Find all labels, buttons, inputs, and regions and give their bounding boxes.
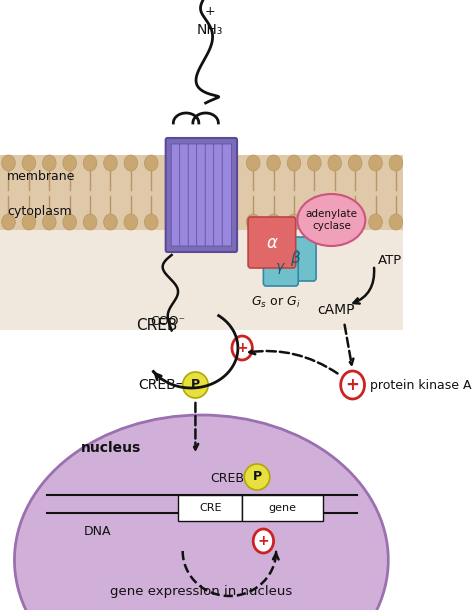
FancyBboxPatch shape	[214, 144, 223, 246]
Circle shape	[287, 155, 301, 171]
FancyBboxPatch shape	[197, 144, 206, 246]
FancyBboxPatch shape	[171, 144, 181, 246]
Text: COO⁻: COO⁻	[150, 315, 185, 328]
FancyBboxPatch shape	[180, 144, 189, 246]
Circle shape	[341, 371, 365, 399]
FancyBboxPatch shape	[275, 237, 316, 281]
Circle shape	[267, 155, 281, 171]
Text: cytoplasm: cytoplasm	[7, 206, 72, 218]
Circle shape	[267, 214, 281, 230]
Text: cAMP: cAMP	[317, 303, 355, 317]
Text: CREB: CREB	[137, 317, 178, 332]
Circle shape	[104, 155, 117, 171]
Text: DNA: DNA	[84, 525, 111, 538]
Circle shape	[253, 529, 273, 553]
Circle shape	[2, 214, 15, 230]
Circle shape	[43, 155, 56, 171]
Text: gene expression in nucleus: gene expression in nucleus	[110, 585, 292, 598]
Text: membrane: membrane	[7, 171, 75, 184]
Circle shape	[369, 214, 383, 230]
Ellipse shape	[244, 464, 270, 490]
FancyBboxPatch shape	[248, 217, 296, 268]
Circle shape	[369, 155, 383, 171]
Text: CREB: CREB	[138, 378, 176, 392]
Text: nucleus: nucleus	[81, 441, 141, 455]
Circle shape	[246, 214, 260, 230]
Circle shape	[348, 155, 362, 171]
Circle shape	[83, 155, 97, 171]
Text: +: +	[346, 376, 360, 394]
Bar	[0, 155, 403, 230]
Circle shape	[22, 214, 36, 230]
Text: $\beta$: $\beta$	[290, 249, 301, 268]
Text: $\alpha$: $\alpha$	[265, 234, 278, 251]
Circle shape	[287, 214, 301, 230]
Text: ATP: ATP	[378, 254, 402, 267]
Text: +: +	[205, 5, 215, 18]
Text: protein kinase A: protein kinase A	[370, 378, 471, 392]
FancyBboxPatch shape	[222, 144, 231, 246]
Text: CREB: CREB	[210, 472, 244, 485]
Ellipse shape	[14, 415, 388, 610]
Circle shape	[389, 155, 403, 171]
Circle shape	[246, 155, 260, 171]
Text: P: P	[253, 470, 262, 484]
Circle shape	[328, 155, 342, 171]
Circle shape	[145, 155, 158, 171]
Circle shape	[83, 214, 97, 230]
Circle shape	[43, 214, 56, 230]
Text: P: P	[191, 378, 200, 392]
FancyBboxPatch shape	[264, 250, 298, 286]
Bar	[178, 495, 242, 521]
Circle shape	[145, 214, 158, 230]
Text: NH₃: NH₃	[197, 23, 223, 37]
Circle shape	[389, 214, 403, 230]
Circle shape	[328, 214, 342, 230]
Ellipse shape	[182, 372, 208, 398]
Circle shape	[22, 155, 36, 171]
Circle shape	[308, 214, 321, 230]
Circle shape	[308, 155, 321, 171]
Text: CRE: CRE	[199, 503, 221, 513]
Circle shape	[232, 336, 252, 360]
Text: $\gamma$: $\gamma$	[275, 260, 286, 276]
Circle shape	[124, 214, 137, 230]
Bar	[242, 495, 323, 521]
Circle shape	[63, 155, 76, 171]
FancyBboxPatch shape	[205, 144, 215, 246]
Text: adenylate
cyclase: adenylate cyclase	[305, 209, 357, 231]
Circle shape	[348, 214, 362, 230]
Text: +: +	[257, 534, 269, 548]
Ellipse shape	[297, 194, 365, 246]
Circle shape	[2, 155, 15, 171]
Circle shape	[63, 214, 76, 230]
Text: +: +	[237, 341, 248, 355]
Circle shape	[104, 214, 117, 230]
FancyBboxPatch shape	[166, 138, 237, 252]
Circle shape	[124, 155, 137, 171]
FancyBboxPatch shape	[188, 144, 198, 246]
Bar	[0, 230, 403, 330]
Text: $G_s$ or $G_i$: $G_s$ or $G_i$	[251, 295, 301, 310]
Text: gene: gene	[268, 503, 297, 513]
Text: –: –	[175, 378, 182, 392]
